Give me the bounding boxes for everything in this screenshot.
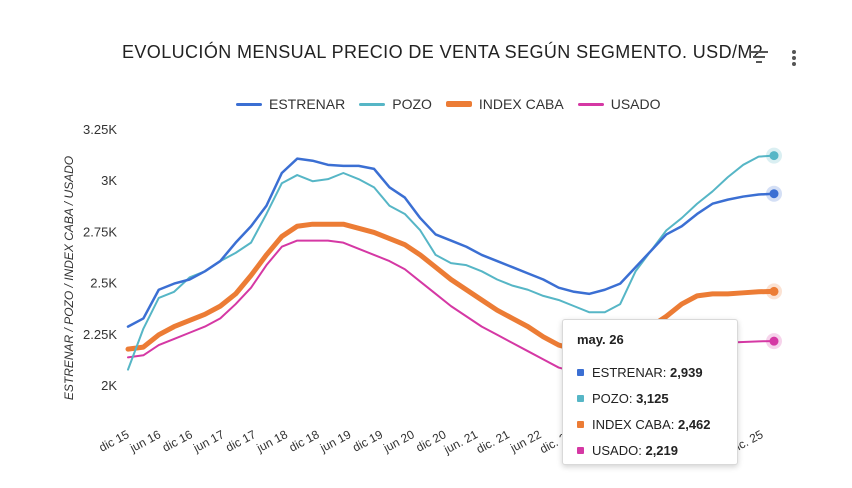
tooltip-row-index-caba: INDEX CABA: 2,462 [577,414,723,434]
y-tick-label: 2.75K [83,224,117,239]
legend-swatch-usado [577,102,604,106]
tooltip-label: POZO: [592,390,633,406]
series-line-pozo [127,154,775,371]
tooltip-swatch [577,420,584,428]
x-tick-label: jun 16 [127,427,164,455]
x-tick-label: dic 19 [350,427,385,455]
x-tick-label: dic 17 [223,427,258,455]
legend-label-usado: USADO [610,96,661,112]
series-layer [125,154,777,375]
marker-point-index-caba [769,286,779,296]
y-tick-label: 3K [101,173,117,188]
x-tick-label: jun 22 [507,427,544,455]
more-vert-icon[interactable] [786,47,802,69]
x-tick-label: jun 18 [254,427,291,455]
series-line-index-caba [125,221,777,354]
series-line-estrenar [126,157,776,328]
x-tick-label: dic 15 [97,427,132,455]
tooltip-value: 2,462 [677,416,711,432]
tooltip-row-usado: USADO: 2,219 [577,440,723,460]
y-tick-label: 3.25K [83,122,117,137]
y-tick-label: 2.5K [90,276,117,291]
x-tick-label: jun 17 [190,427,227,455]
tooltip-label: USADO: [592,442,642,458]
y-axis: 2K 2.25K 2.5K 2.75K 3K 3.25K ESTRENAR / POZO /… [62,122,117,400]
chart-title: EVOLUCIÓN MENSUAL PRECIO DE VENTA SEGÚN … [122,42,764,62]
x-tick-label: dic 18 [287,427,322,455]
legend-item-estrenar[interactable]: ESTRENAR [236,96,345,112]
legend-label-index-caba: INDEX CABA [478,96,564,112]
marker-point-usado [769,336,779,346]
marker-point-estrenar [769,189,779,199]
legend-swatch-index-caba [445,101,472,107]
legend-label-pozo: POZO [392,96,432,112]
filter-icon[interactable] [748,47,770,67]
tooltip-label: INDEX CABA: [592,416,675,432]
tooltip-title: may. 26 [577,332,624,347]
marker-point-pozo [769,151,779,161]
tooltip: may. 26 ESTRENAR: 2,939 POZO: 3,125 INDE… [562,319,738,465]
x-tick-label: jun 20 [380,427,417,455]
tooltip-row-pozo: POZO: 3,125 [577,388,723,408]
legend-label-estrenar: ESTRENAR [269,96,346,112]
x-tick-label: dic 16 [160,427,195,455]
legend-item-usado[interactable]: USADO [577,96,661,112]
legend-swatch-estrenar [236,102,262,106]
tooltip-value: 3,125 [636,390,669,406]
marker-layer [766,147,782,350]
legend-item-pozo[interactable]: POZO [359,96,432,112]
y-tick-label: 2.25K [83,327,117,342]
y-axis-title: ESTRENAR / POZO / INDEX CABA / USADO [62,156,76,400]
legend-swatch-pozo [359,102,386,106]
tooltip-row-estrenar: ESTRENAR: 2,939 [577,362,723,382]
tooltip-value: 2,219 [645,442,679,458]
tooltip-swatch [577,446,584,454]
chart-legend: ESTRENAR POZO INDEX CABA USADO [236,96,661,112]
legend-item-index-caba[interactable]: INDEX CABA [445,96,564,112]
tooltip-label: ESTRENAR: [592,364,667,380]
x-tick-label: jun. 21 [441,427,481,457]
y-tick-label: 2K [101,378,117,393]
x-tick-label: dic 20 [414,427,449,455]
x-tick-label: jun 19 [317,427,354,455]
tooltip-swatch [577,368,584,376]
tooltip-swatch [577,394,584,402]
x-tick-label: dic. 21 [474,427,512,456]
tooltip-value: 2,939 [670,364,703,380]
